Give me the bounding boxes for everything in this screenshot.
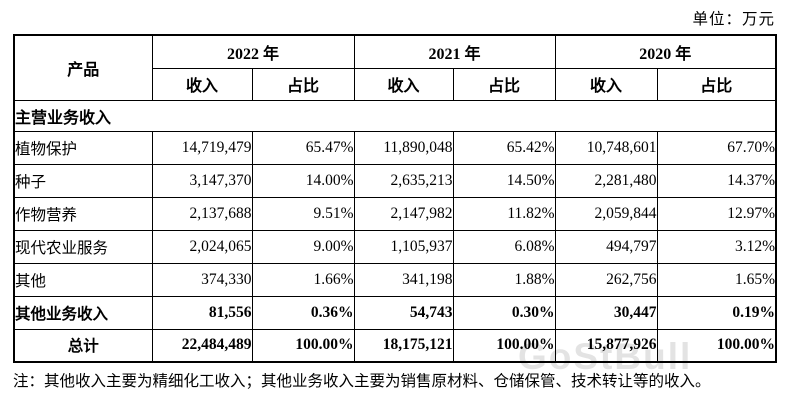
column-header-year-2021: 2021 年 (353, 34, 556, 69)
subheader-share: 占比 (251, 67, 355, 101)
column-header-year-2020: 2020 年 (554, 34, 777, 69)
revenue-cell: 54,743 (353, 295, 454, 330)
revenue-cell: 18,175,121 (353, 328, 454, 363)
section-header-main-business: 主营业务收入 (13, 99, 777, 132)
revenue-cell: 15,877,926 (554, 328, 658, 363)
revenue-cell: 22,484,489 (151, 328, 253, 363)
revenue-cell: 262,756 (554, 262, 658, 297)
table-row: 作物营养 2,137,688 9.51% 2,147,982 11.82% 2,059,8… (13, 196, 777, 231)
footnote: 注：其他收入主要为精细化工收入；其他业务收入主要为销售原材料、仓储保管、技术转让… (13, 373, 711, 390)
share-cell: 0.36% (251, 295, 355, 330)
share-cell: 9.00% (251, 229, 355, 264)
product-cell: 其他业务收入 (13, 295, 153, 330)
product-cell: 现代农业服务 (13, 229, 153, 264)
share-cell: 3.12% (656, 229, 777, 264)
revenue-cell: 2,635,213 (353, 163, 454, 198)
revenue-cell: 2,281,480 (554, 163, 658, 198)
revenue-table: 产品 2022 年 2021 年 2020 年 收入 占比 收入 占比 收入 占… (13, 34, 778, 363)
table-row: 种子 3,147,370 14.00% 2,635,213 14.50% 2,281,48… (13, 163, 777, 198)
subheader-share: 占比 (452, 67, 556, 101)
subheader-revenue: 收入 (353, 67, 454, 101)
share-cell: 100.00% (251, 328, 355, 363)
share-cell: 65.42% (452, 130, 556, 165)
revenue-cell: 2,024,065 (151, 229, 253, 264)
revenue-cell: 14,719,479 (151, 130, 253, 165)
share-cell: 65.47% (251, 130, 355, 165)
share-cell: 0.30% (452, 295, 556, 330)
share-cell: 14.00% (251, 163, 355, 198)
table-row: 现代农业服务 2,024,065 9.00% 1,105,937 6.08% 494,79… (13, 229, 777, 264)
share-cell: 67.70% (656, 130, 777, 165)
subheader-share: 占比 (656, 67, 777, 101)
table-row: 其他业务收入 81,556 0.36% 54,743 0.30% 30,447 0.19% (13, 295, 777, 330)
revenue-cell: 341,198 (353, 262, 454, 297)
share-cell: 12.97% (656, 196, 777, 231)
share-cell: 1.66% (251, 262, 355, 297)
share-cell: 100.00% (452, 328, 556, 363)
share-cell: 11.82% (452, 196, 556, 231)
share-cell: 1.88% (452, 262, 556, 297)
revenue-cell: 374,330 (151, 262, 253, 297)
revenue-cell: 30,447 (554, 295, 658, 330)
product-cell: 其他 (13, 262, 153, 297)
revenue-cell: 494,797 (554, 229, 658, 264)
subheader-revenue: 收入 (151, 67, 253, 101)
share-cell: 0.19% (656, 295, 777, 330)
table-row: 其他 374,330 1.66% 341,198 1.88% 262,756 1.65% (13, 262, 777, 297)
product-cell: 植物保护 (13, 130, 153, 165)
share-cell: 6.08% (452, 229, 556, 264)
share-cell: 14.37% (656, 163, 777, 198)
product-cell: 作物营养 (13, 196, 153, 231)
product-cell: 种子 (13, 163, 153, 198)
column-header-product: 产品 (13, 34, 153, 101)
revenue-cell: 10,748,601 (554, 130, 658, 165)
revenue-cell: 2,137,688 (151, 196, 253, 231)
share-cell: 14.50% (452, 163, 556, 198)
product-cell: 总计 (13, 328, 153, 363)
revenue-cell: 81,556 (151, 295, 253, 330)
subheader-revenue: 收入 (554, 67, 658, 101)
table-row: 总计 22,484,489 100.00% 18,175,121 100.00% 15,8… (13, 328, 777, 363)
unit-label: 单位：万元 (692, 11, 775, 28)
revenue-cell: 11,890,048 (353, 130, 454, 165)
revenue-cell: 2,059,844 (554, 196, 658, 231)
share-cell: 100.00% (656, 328, 777, 363)
revenue-cell: 3,147,370 (151, 163, 253, 198)
revenue-cell: 2,147,982 (353, 196, 454, 231)
share-cell: 9.51% (251, 196, 355, 231)
share-cell: 1.65% (656, 262, 777, 297)
table-row: 植物保护 14,719,479 65.47% 11,890,048 65.42% 10,7… (13, 130, 777, 165)
column-header-year-2022: 2022 年 (151, 34, 355, 69)
revenue-cell: 1,105,937 (353, 229, 454, 264)
